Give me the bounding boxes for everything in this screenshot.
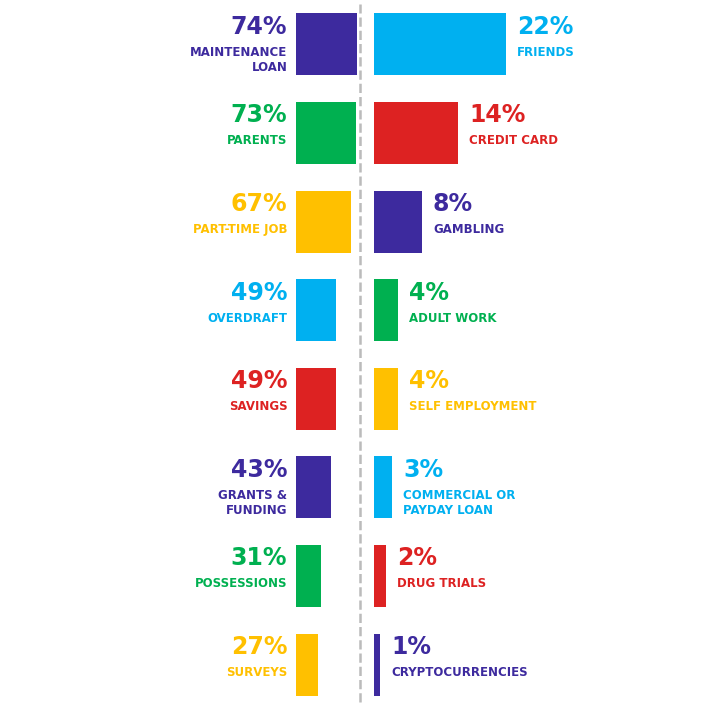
Text: GRANTS &
FUNDING: GRANTS & FUNDING xyxy=(218,489,287,517)
Bar xyxy=(374,102,458,164)
Bar xyxy=(374,279,399,341)
Bar xyxy=(374,545,386,607)
Text: 27%: 27% xyxy=(231,635,287,659)
Bar xyxy=(296,457,331,518)
Text: 43%: 43% xyxy=(231,458,287,482)
Text: POSSESSIONS: POSSESSIONS xyxy=(195,577,287,591)
Text: ADULT WORK: ADULT WORK xyxy=(409,312,496,325)
Text: COMMERCIAL OR
PAYDAY LOAN: COMMERCIAL OR PAYDAY LOAN xyxy=(403,489,515,517)
Text: 4%: 4% xyxy=(409,281,449,305)
Bar xyxy=(296,545,322,607)
Text: 31%: 31% xyxy=(231,547,287,570)
Text: 49%: 49% xyxy=(231,281,287,305)
Bar xyxy=(296,368,336,430)
Text: 74%: 74% xyxy=(231,15,287,38)
Text: 1%: 1% xyxy=(391,635,431,659)
Text: FRIENDS: FRIENDS xyxy=(517,45,575,59)
Text: 22%: 22% xyxy=(517,15,573,38)
Text: DRUG TRIALS: DRUG TRIALS xyxy=(397,577,486,591)
Bar xyxy=(296,102,356,164)
Text: 49%: 49% xyxy=(231,369,287,393)
Bar xyxy=(374,634,380,696)
Text: 3%: 3% xyxy=(403,458,443,482)
Text: 73%: 73% xyxy=(231,104,287,128)
Text: PART-TIME JOB: PART-TIME JOB xyxy=(193,223,287,236)
Text: CREDIT CARD: CREDIT CARD xyxy=(469,135,558,147)
Text: 2%: 2% xyxy=(397,547,437,570)
Bar xyxy=(374,191,422,252)
Bar xyxy=(296,13,356,75)
Bar xyxy=(296,191,351,252)
Bar xyxy=(374,457,392,518)
Text: GAMBLING: GAMBLING xyxy=(433,223,504,236)
Bar xyxy=(296,634,318,696)
Text: 4%: 4% xyxy=(409,369,449,393)
Text: SAVINGS: SAVINGS xyxy=(229,400,287,413)
Text: 8%: 8% xyxy=(433,192,473,216)
Text: 67%: 67% xyxy=(231,192,287,216)
Bar xyxy=(296,279,336,341)
Text: 14%: 14% xyxy=(469,104,525,128)
Text: CRYPTOCURRENCIES: CRYPTOCURRENCIES xyxy=(391,666,528,679)
Text: OVERDRAFT: OVERDRAFT xyxy=(207,312,287,325)
Text: SELF EMPLOYMENT: SELF EMPLOYMENT xyxy=(409,400,536,413)
Bar xyxy=(374,13,506,75)
Text: MAINTENANCE
LOAN: MAINTENANCE LOAN xyxy=(190,45,287,74)
Text: PARENTS: PARENTS xyxy=(227,135,287,147)
Text: SURVEYS: SURVEYS xyxy=(226,666,287,679)
Bar xyxy=(374,368,399,430)
